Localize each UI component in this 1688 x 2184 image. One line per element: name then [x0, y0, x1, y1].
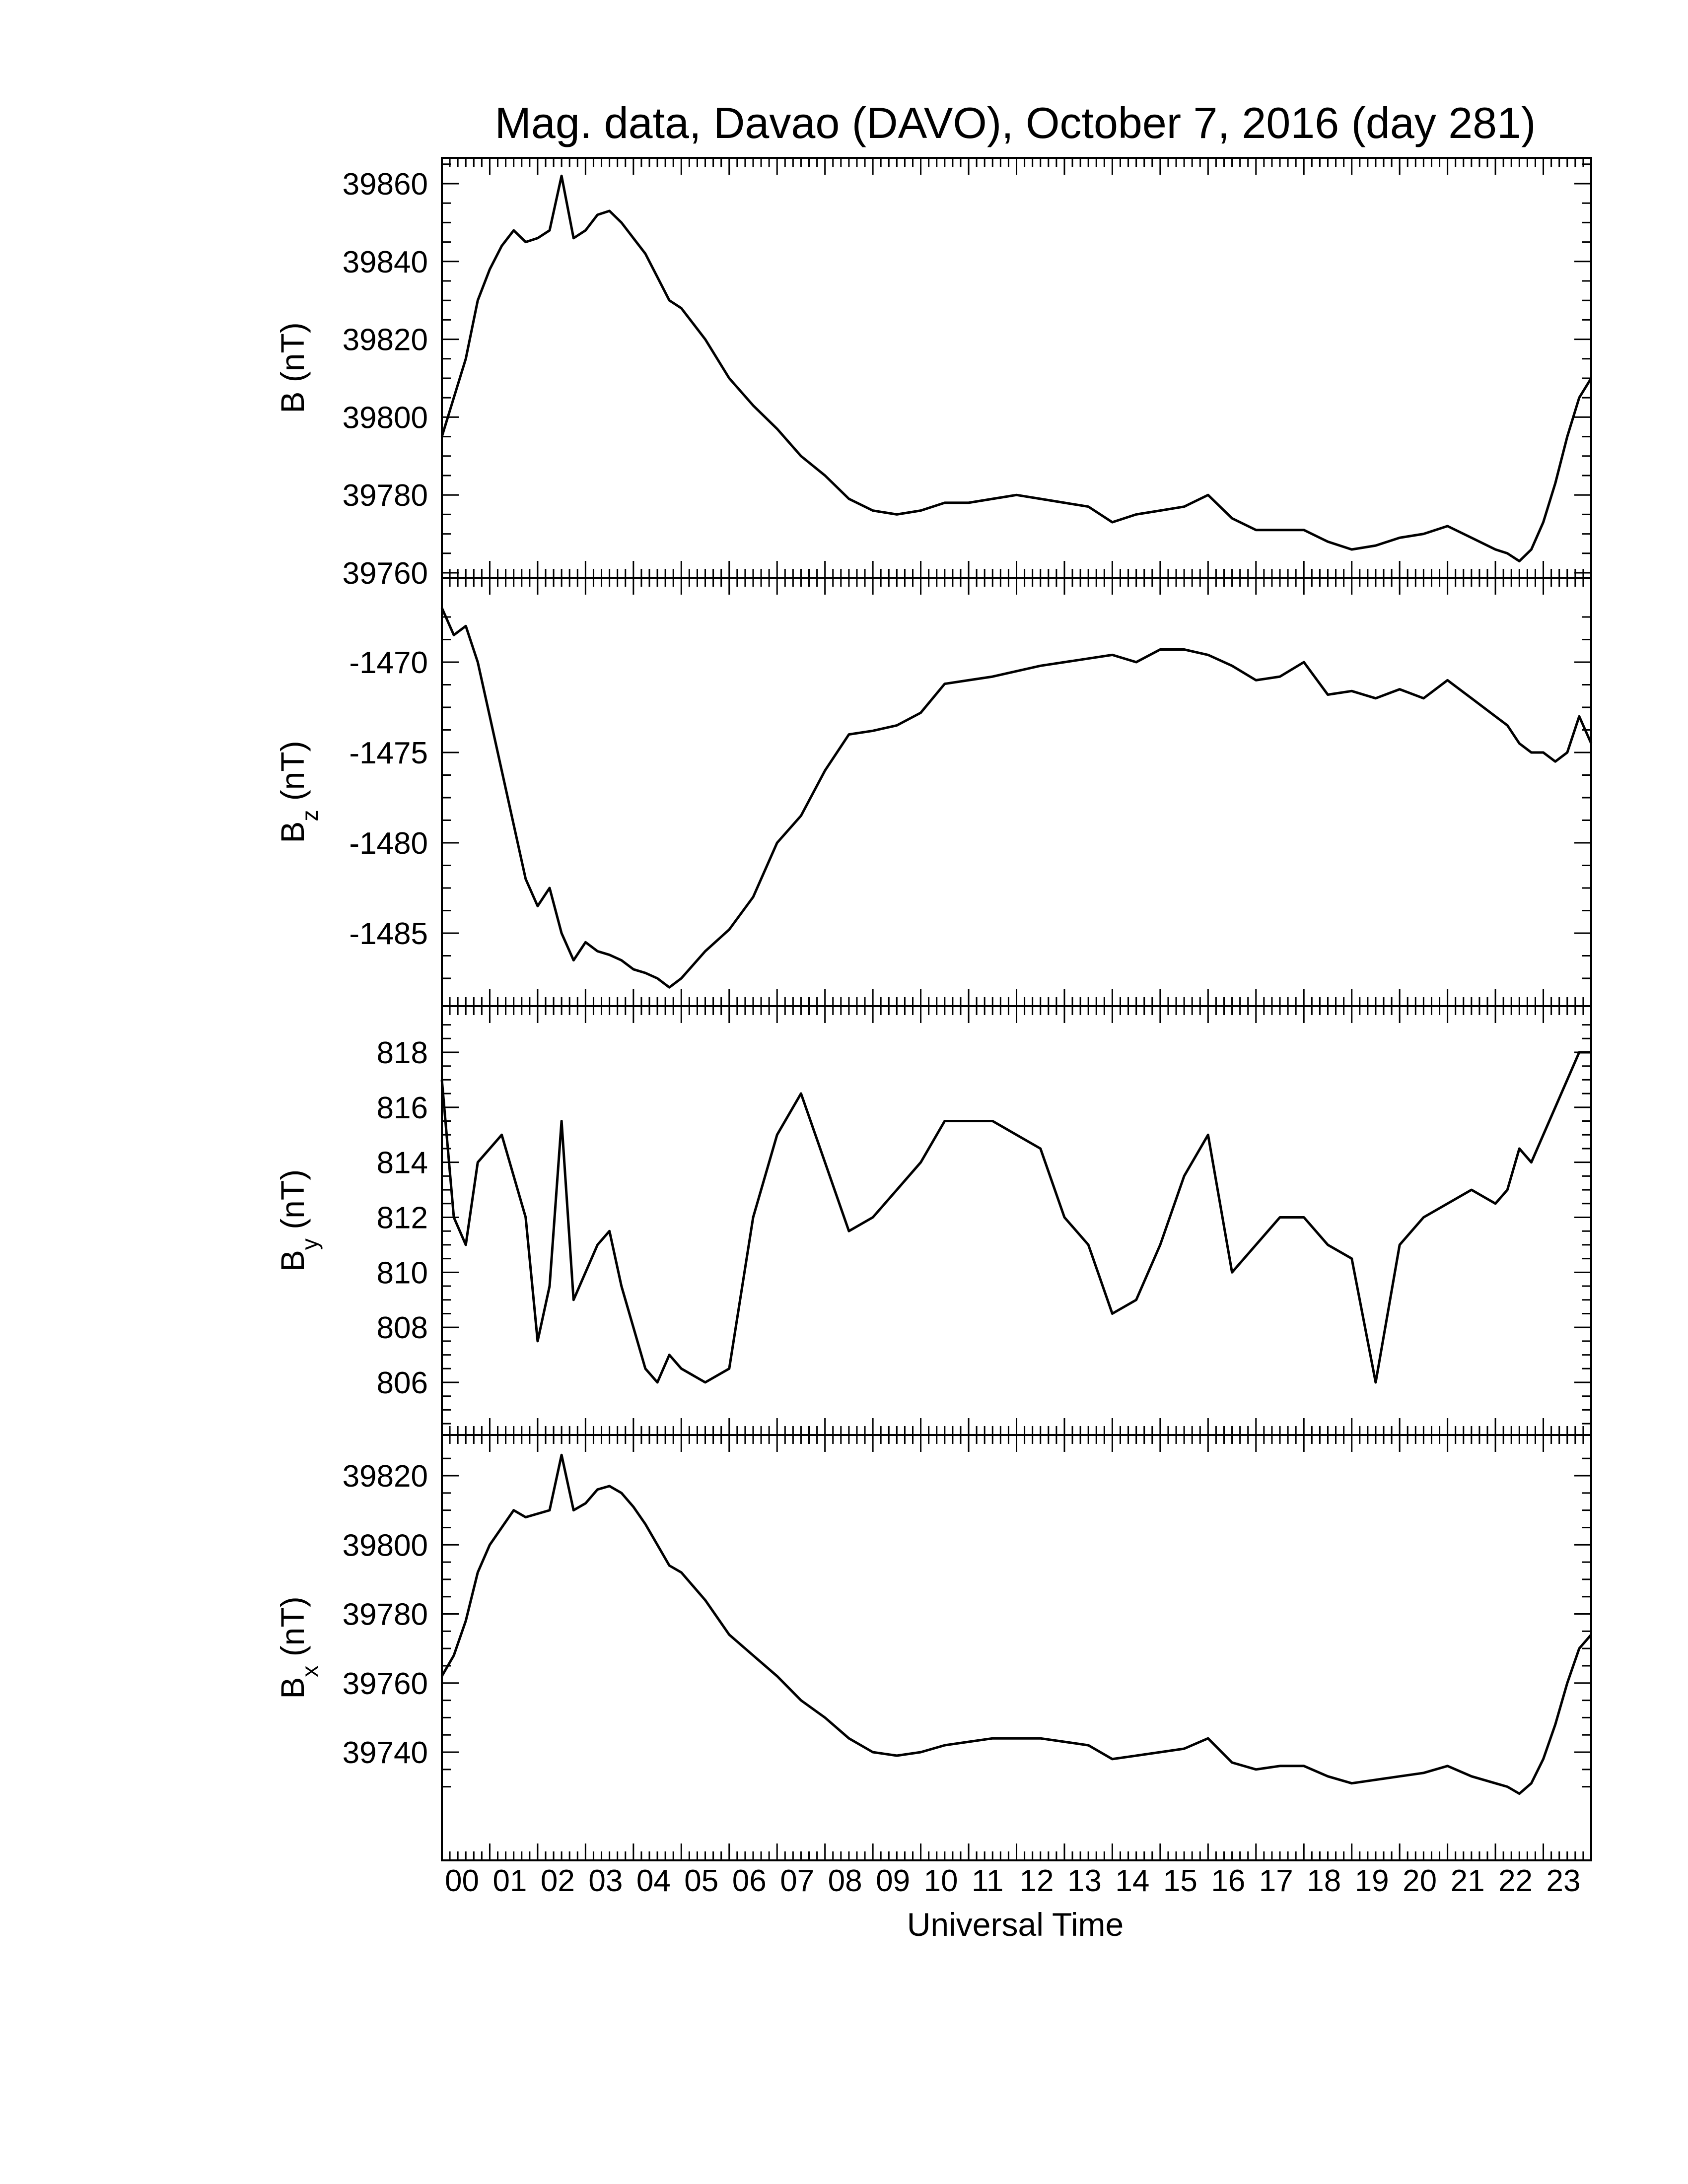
y-axis-label-unit: (nT)	[274, 1169, 311, 1238]
y-tick-label: 39800	[343, 401, 428, 435]
y-tick-label: 812	[377, 1201, 428, 1235]
y-tick-label: 39820	[343, 323, 428, 357]
panel-frame	[441, 1434, 1592, 1861]
y-tick-label: 39800	[343, 1528, 428, 1563]
panel-4: 39740 39760 39780 39800 39820 Bx (nT)	[274, 1434, 1592, 1861]
chart-title: Mag. data, Davao (DAVO), October 7, 2016…	[495, 98, 1536, 147]
x-tick-label: 12	[1020, 1864, 1054, 1898]
x-axis-label: Universal Time	[907, 1906, 1124, 1943]
x-tick-label: 09	[876, 1864, 910, 1898]
panel-1: 39760 39780 39800 39820 39840 39860 B (nT)	[274, 157, 1593, 591]
series-line-2	[440, 607, 1593, 989]
panel-frame	[441, 577, 1592, 1007]
x-tick-label: 06	[732, 1864, 767, 1898]
y-axis-label-symbol: B	[274, 1250, 311, 1272]
y-tick-label: 39760	[343, 556, 428, 591]
y-axis-label-subscript: y	[297, 1238, 323, 1250]
x-tick-label: 11	[972, 1864, 1003, 1898]
series-line-3	[440, 1051, 1591, 1384]
panel-3: 806 808 810 812 814 816 818 By (nT)	[274, 1005, 1592, 1436]
x-tick-label: 22	[1498, 1864, 1533, 1898]
x-tick-label: 05	[684, 1864, 718, 1898]
series-line-4	[440, 1453, 1592, 1795]
y-tick-label: 808	[377, 1311, 428, 1345]
y-axis-label-unit: (nT)	[274, 741, 311, 810]
y-tick-label: 39860	[343, 167, 428, 202]
y-axis-label: Bx (nT)	[274, 1596, 323, 1699]
y-axis-label-unit: (nT)	[274, 1596, 311, 1665]
y-tick-label: 814	[377, 1146, 428, 1180]
y-tick-label: -1470	[349, 646, 428, 680]
x-tick-label: 23	[1547, 1864, 1581, 1898]
y-axis-label-subscript: z	[297, 810, 323, 821]
y-tick-label: 39780	[343, 1598, 428, 1632]
y-axis-label-subscript: x	[297, 1666, 323, 1677]
x-tick-label: 14	[1115, 1864, 1149, 1898]
y-axis-label-symbol: B	[274, 1677, 311, 1699]
y-tick-label: 806	[377, 1366, 428, 1400]
y-tick-label: 39740	[343, 1736, 428, 1770]
y-axis-label-unit: (nT)	[274, 322, 311, 391]
x-tick-label: 10	[924, 1864, 958, 1898]
y-tick-label: 818	[377, 1036, 428, 1070]
y-tick-label: 810	[377, 1256, 428, 1290]
y-tick-label: -1480	[349, 826, 428, 861]
panel-frame	[441, 1005, 1592, 1436]
y-axis-label: By (nT)	[274, 1169, 323, 1272]
x-tick-label: 02	[541, 1864, 575, 1898]
x-tick-label: 15	[1163, 1864, 1197, 1898]
y-tick-label: -1475	[349, 736, 428, 770]
y-tick-label: 39820	[343, 1459, 428, 1494]
y-tick-label: 39780	[343, 478, 428, 513]
x-tick-label: 17	[1259, 1864, 1293, 1898]
x-tick-label: 00	[445, 1864, 479, 1898]
x-tick-label: 18	[1307, 1864, 1341, 1898]
x-tick-label: 19	[1355, 1864, 1389, 1898]
y-tick-label: 816	[377, 1091, 428, 1125]
x-tick-label: 01	[492, 1864, 527, 1898]
x-tick-label: 07	[780, 1864, 814, 1898]
y-axis-label-symbol: B	[274, 821, 311, 843]
x-tick-label: 16	[1211, 1864, 1245, 1898]
y-axis-label: B (nT)	[274, 322, 311, 413]
series-line-1	[440, 174, 1593, 562]
x-tick-labels: 00 01 02 03 04 05 06 07 08 09 10 11 12 13 14 15 16 17 18 19…	[445, 1864, 1581, 1898]
y-tick-label: 39840	[343, 245, 428, 279]
x-tick-label: 08	[828, 1864, 862, 1898]
y-tick-label: 39760	[343, 1667, 428, 1701]
y-tick-label: -1485	[349, 917, 428, 951]
y-axis-label: Bz (nT)	[274, 741, 323, 843]
x-tick-label: 04	[636, 1864, 671, 1898]
x-tick-label: 21	[1451, 1864, 1485, 1898]
y-axis-label-symbol: B	[274, 392, 311, 413]
x-tick-label: 03	[588, 1864, 623, 1898]
panel-frame	[441, 157, 1592, 579]
x-tick-label: 20	[1403, 1864, 1437, 1898]
x-tick-label: 13	[1067, 1864, 1102, 1898]
panel-2: -1470 -1475 -1480 -1485 Bz (nT)	[274, 577, 1593, 1007]
